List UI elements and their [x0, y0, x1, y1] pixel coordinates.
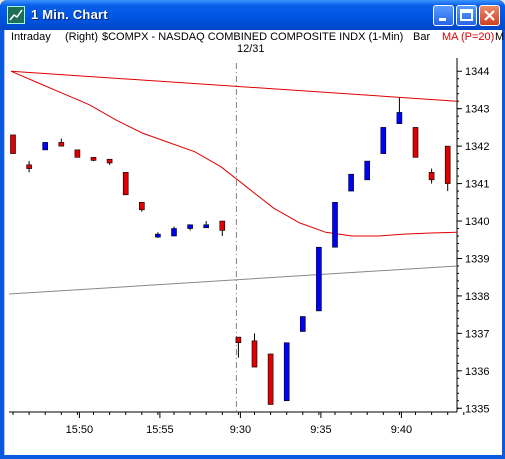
window-title: 1 Min. Chart [31, 7, 108, 22]
candle-body [42, 142, 49, 151]
candle-body [428, 172, 435, 181]
price-chart[interactable]: 1335 1336 1337 1338 1339 1340 1341 1342 1343 1344… [5, 30, 502, 455]
mode-label: Intraday [11, 31, 51, 43]
candle-body [332, 201, 338, 248]
candle-body [251, 340, 258, 368]
candle-body [396, 112, 403, 124]
candle-body [171, 228, 177, 237]
reference-line-upper [10, 70, 458, 102]
ma-indicator-label[interactable]: MA (P=20) [442, 31, 495, 43]
candle-body [155, 233, 161, 238]
y-tick-label: 1342 [465, 141, 489, 153]
y-tick-label: 1340 [465, 216, 489, 228]
candle-body [58, 142, 65, 147]
symbol-description: $COMPX - NASDAQ COMBINED COMPOSITE INDX … [102, 31, 404, 43]
axis-side-label: (Right) [65, 31, 99, 43]
chart-header: Intraday (Right) $COMPX - NASDAQ COMBINE… [5, 30, 505, 45]
truncated-label: M [495, 31, 505, 43]
candle-body [90, 157, 97, 161]
x-tick-label: 9:35 [310, 424, 331, 436]
candle-body [122, 172, 129, 196]
app-chart-icon[interactable] [7, 6, 25, 24]
candle-body [267, 353, 274, 405]
candle-body [10, 134, 16, 154]
chart-area[interactable]: Intraday (Right) $COMPX - NASDAQ COMBINE… [4, 30, 505, 455]
candle-body [299, 316, 306, 332]
y-tick-label: 1337 [465, 328, 489, 340]
x-tick-label: 15:55 [146, 424, 174, 436]
candle-body [348, 173, 354, 192]
minimize-button[interactable] [433, 5, 454, 26]
candle-body [219, 220, 226, 231]
y-tick-label: 1339 [465, 253, 489, 265]
y-tick-label: 1344 [465, 66, 489, 78]
reference-line-lower [8, 265, 458, 295]
y-tick-label: 1336 [465, 366, 489, 378]
close-button[interactable] [479, 5, 500, 26]
maximize-button[interactable] [456, 5, 477, 26]
session-date-label: 12/31 [237, 43, 265, 55]
candle-body [26, 164, 32, 169]
candle-body [139, 201, 145, 211]
x-tick-label: 15:50 [66, 424, 94, 436]
candle-body [364, 160, 371, 181]
candle-body [412, 127, 419, 158]
minimize-icon [439, 18, 446, 21]
candle-body [187, 224, 193, 229]
x-tick-label: 9:40 [391, 424, 412, 436]
y-tick-label: 1341 [465, 179, 489, 191]
candle-body [444, 145, 451, 184]
close-icon [484, 10, 495, 21]
candle-body [106, 158, 113, 164]
candle-body [203, 224, 209, 229]
candle-body [283, 342, 290, 402]
title-bar[interactable]: 1 Min. Chart [0, 0, 505, 30]
candle-body [380, 127, 387, 154]
maximize-icon [460, 9, 473, 21]
chart-style-label: Bar [413, 31, 431, 43]
y-tick-label: 1343 [465, 104, 489, 116]
candle-body [316, 246, 322, 312]
candle-body [74, 149, 81, 158]
candle-body [235, 336, 242, 344]
moving-average-line [10, 70, 458, 237]
y-tick-label: 1338 [465, 291, 489, 303]
y-tick-label: 1335 [465, 403, 489, 415]
x-tick-label: 9:30 [230, 424, 251, 436]
